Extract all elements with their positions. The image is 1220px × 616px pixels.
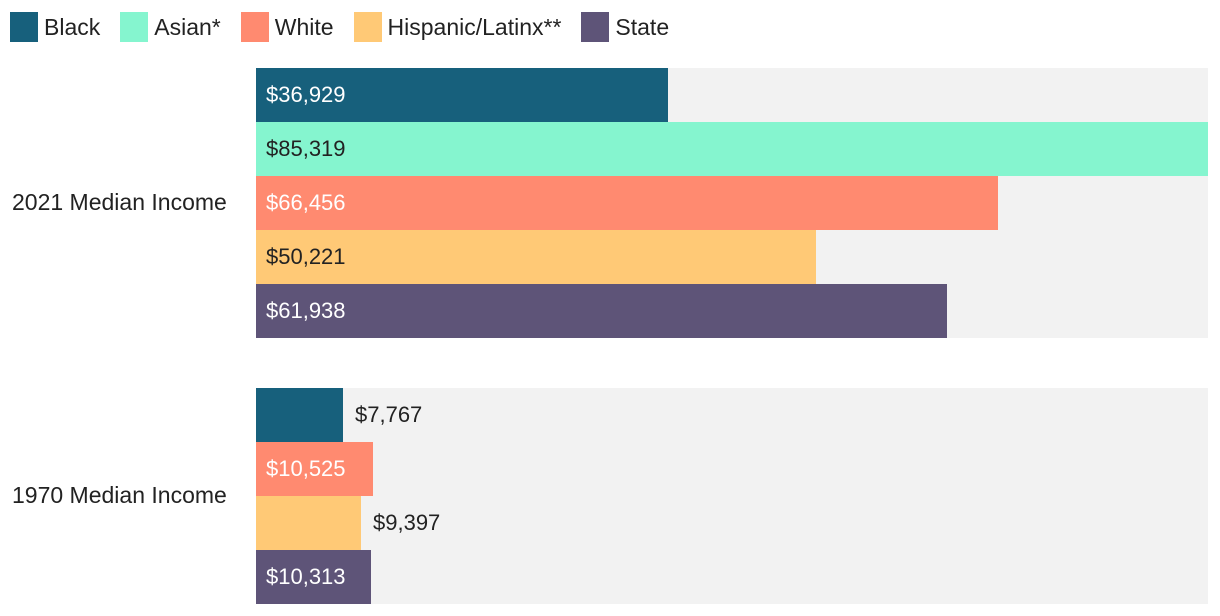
- bar-value-label: $10,313: [266, 564, 346, 589]
- bar-value-label: $36,929: [266, 82, 346, 107]
- bar-value-label: $61,938: [266, 298, 346, 323]
- legend-item-asian: Asian*: [120, 12, 221, 42]
- legend-item-state: State: [581, 12, 669, 42]
- bar-white: [256, 442, 373, 496]
- legend-label: Asian*: [154, 14, 221, 40]
- bar-white: [256, 176, 998, 230]
- bar-value-label: $50,221: [266, 244, 346, 269]
- legend-item-hispanic: Hispanic/Latinx**: [353, 12, 562, 42]
- bar-state: [256, 550, 371, 604]
- legend-swatch: [10, 12, 38, 42]
- legend-swatch: [120, 12, 149, 42]
- legend-swatch: [240, 12, 269, 42]
- legend-swatch: [581, 12, 610, 42]
- legend-item-white: White: [240, 12, 334, 42]
- bar-value-label: $9,397: [373, 510, 441, 535]
- bar-state: [256, 284, 947, 338]
- bar-value-label: $7,767: [355, 402, 423, 427]
- legend-label: White: [274, 14, 334, 40]
- bar-hispanic: [256, 496, 361, 550]
- bar-value-label: $10,525: [266, 456, 346, 481]
- chart-legend: Black Asian* White Hispanic/Latinx** State: [10, 12, 689, 42]
- bar-black: [256, 388, 343, 442]
- bar-track: [256, 388, 1208, 604]
- legend-label: State: [615, 14, 670, 40]
- category-label: 1970 Median Income: [12, 482, 227, 508]
- bar-asian: [256, 122, 1208, 176]
- legend-label: Black: [44, 14, 101, 40]
- legend-swatch: [353, 12, 382, 42]
- bar-hispanic: [256, 230, 816, 284]
- category-label: 2021 Median Income: [12, 189, 227, 215]
- bar-value-label: $85,319: [266, 136, 346, 161]
- bar-value-label: $66,456: [266, 190, 346, 215]
- legend-label: Hispanic/Latinx**: [387, 14, 562, 40]
- legend-item-black: Black: [10, 12, 100, 42]
- bar-black: [256, 68, 668, 122]
